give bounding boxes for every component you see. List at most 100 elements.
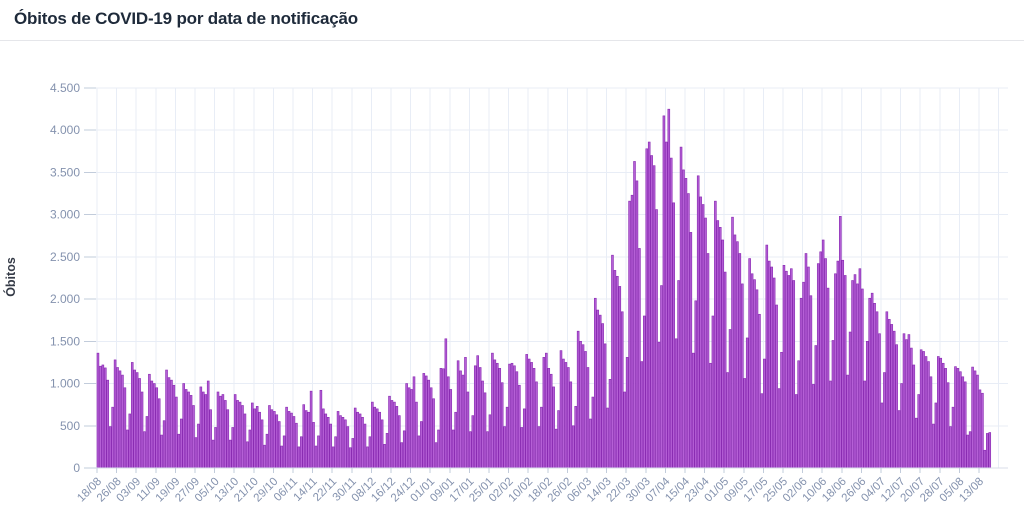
- bar[interactable]: [209, 409, 212, 469]
- bar[interactable]: [794, 394, 798, 469]
- bar[interactable]: [787, 275, 791, 469]
- bar[interactable]: [530, 362, 533, 469]
- bar[interactable]: [892, 330, 896, 469]
- bar[interactable]: [721, 239, 724, 469]
- bar[interactable]: [917, 394, 920, 469]
- bar[interactable]: [988, 432, 992, 469]
- bar[interactable]: [905, 339, 908, 469]
- bar[interactable]: [500, 382, 504, 469]
- bar[interactable]: [660, 285, 663, 469]
- bar[interactable]: [118, 370, 122, 469]
- bar[interactable]: [701, 204, 705, 469]
- bar[interactable]: [194, 437, 198, 469]
- bar[interactable]: [309, 390, 313, 469]
- bar[interactable]: [329, 423, 332, 469]
- bar[interactable]: [665, 141, 668, 469]
- bar[interactable]: [434, 442, 438, 469]
- bar[interactable]: [723, 271, 727, 469]
- bar[interactable]: [437, 429, 440, 469]
- bar[interactable]: [792, 280, 796, 469]
- bar[interactable]: [672, 202, 675, 469]
- bar[interactable]: [143, 431, 146, 469]
- bar[interactable]: [307, 411, 310, 469]
- bar[interactable]: [620, 311, 624, 469]
- bar[interactable]: [113, 359, 117, 469]
- bar[interactable]: [503, 426, 506, 469]
- bar[interactable]: [476, 355, 479, 469]
- bar[interactable]: [344, 419, 347, 469]
- bar[interactable]: [135, 372, 139, 469]
- bar[interactable]: [625, 357, 629, 469]
- bar[interactable]: [211, 439, 215, 469]
- bar[interactable]: [804, 253, 808, 469]
- bar[interactable]: [981, 392, 984, 469]
- bar[interactable]: [567, 367, 570, 469]
- bar[interactable]: [929, 376, 933, 469]
- bar[interactable]: [486, 431, 489, 469]
- bar[interactable]: [714, 200, 717, 469]
- bar[interactable]: [459, 370, 462, 469]
- bar[interactable]: [219, 395, 222, 469]
- bar[interactable]: [150, 380, 154, 469]
- bar[interactable]: [471, 415, 475, 469]
- bar[interactable]: [432, 398, 435, 469]
- bar[interactable]: [976, 374, 979, 469]
- bar[interactable]: [417, 435, 421, 469]
- bar[interactable]: [204, 394, 208, 469]
- bar[interactable]: [696, 175, 700, 469]
- bar[interactable]: [390, 400, 394, 469]
- bar[interactable]: [473, 365, 477, 469]
- bar[interactable]: [246, 441, 249, 469]
- bar[interactable]: [954, 366, 957, 469]
- bar[interactable]: [870, 292, 874, 469]
- bar[interactable]: [172, 384, 176, 469]
- bar[interactable]: [493, 359, 497, 469]
- bar[interactable]: [682, 169, 685, 469]
- bar[interactable]: [197, 423, 200, 469]
- bar[interactable]: [253, 408, 257, 469]
- bar[interactable]: [383, 444, 386, 469]
- bar[interactable]: [741, 283, 744, 469]
- bar[interactable]: [777, 388, 781, 469]
- bar[interactable]: [424, 375, 428, 469]
- bar[interactable]: [873, 303, 876, 469]
- bar[interactable]: [679, 146, 683, 469]
- bar[interactable]: [101, 364, 105, 469]
- bar[interactable]: [162, 420, 166, 469]
- bar[interactable]: [216, 391, 220, 469]
- bar[interactable]: [704, 217, 707, 469]
- bar[interactable]: [508, 363, 511, 469]
- bar[interactable]: [165, 369, 168, 469]
- bar[interactable]: [736, 241, 739, 469]
- bar[interactable]: [662, 115, 666, 469]
- bar[interactable]: [944, 368, 947, 469]
- bar[interactable]: [202, 391, 205, 469]
- bar[interactable]: [677, 280, 680, 469]
- bar[interactable]: [481, 380, 484, 469]
- bar[interactable]: [331, 446, 335, 469]
- bar[interactable]: [897, 410, 901, 469]
- bar[interactable]: [770, 266, 773, 469]
- bar[interactable]: [498, 368, 502, 469]
- bar[interactable]: [971, 366, 974, 469]
- bar[interactable]: [750, 273, 754, 469]
- bar[interactable]: [285, 406, 288, 469]
- bar[interactable]: [689, 232, 693, 469]
- bar[interactable]: [258, 411, 261, 469]
- bar[interactable]: [275, 414, 279, 469]
- bar[interactable]: [449, 389, 453, 469]
- bar[interactable]: [963, 381, 967, 469]
- bar[interactable]: [745, 337, 749, 469]
- bar[interactable]: [297, 446, 301, 469]
- bar[interactable]: [782, 265, 786, 469]
- bar[interactable]: [123, 387, 127, 469]
- bar[interactable]: [765, 244, 769, 469]
- bar[interactable]: [214, 427, 217, 469]
- bar[interactable]: [373, 406, 377, 469]
- bar[interactable]: [613, 270, 617, 469]
- bar[interactable]: [807, 266, 810, 469]
- bar[interactable]: [356, 411, 359, 469]
- bar[interactable]: [895, 344, 898, 469]
- bar[interactable]: [361, 417, 364, 469]
- bar[interactable]: [341, 417, 345, 469]
